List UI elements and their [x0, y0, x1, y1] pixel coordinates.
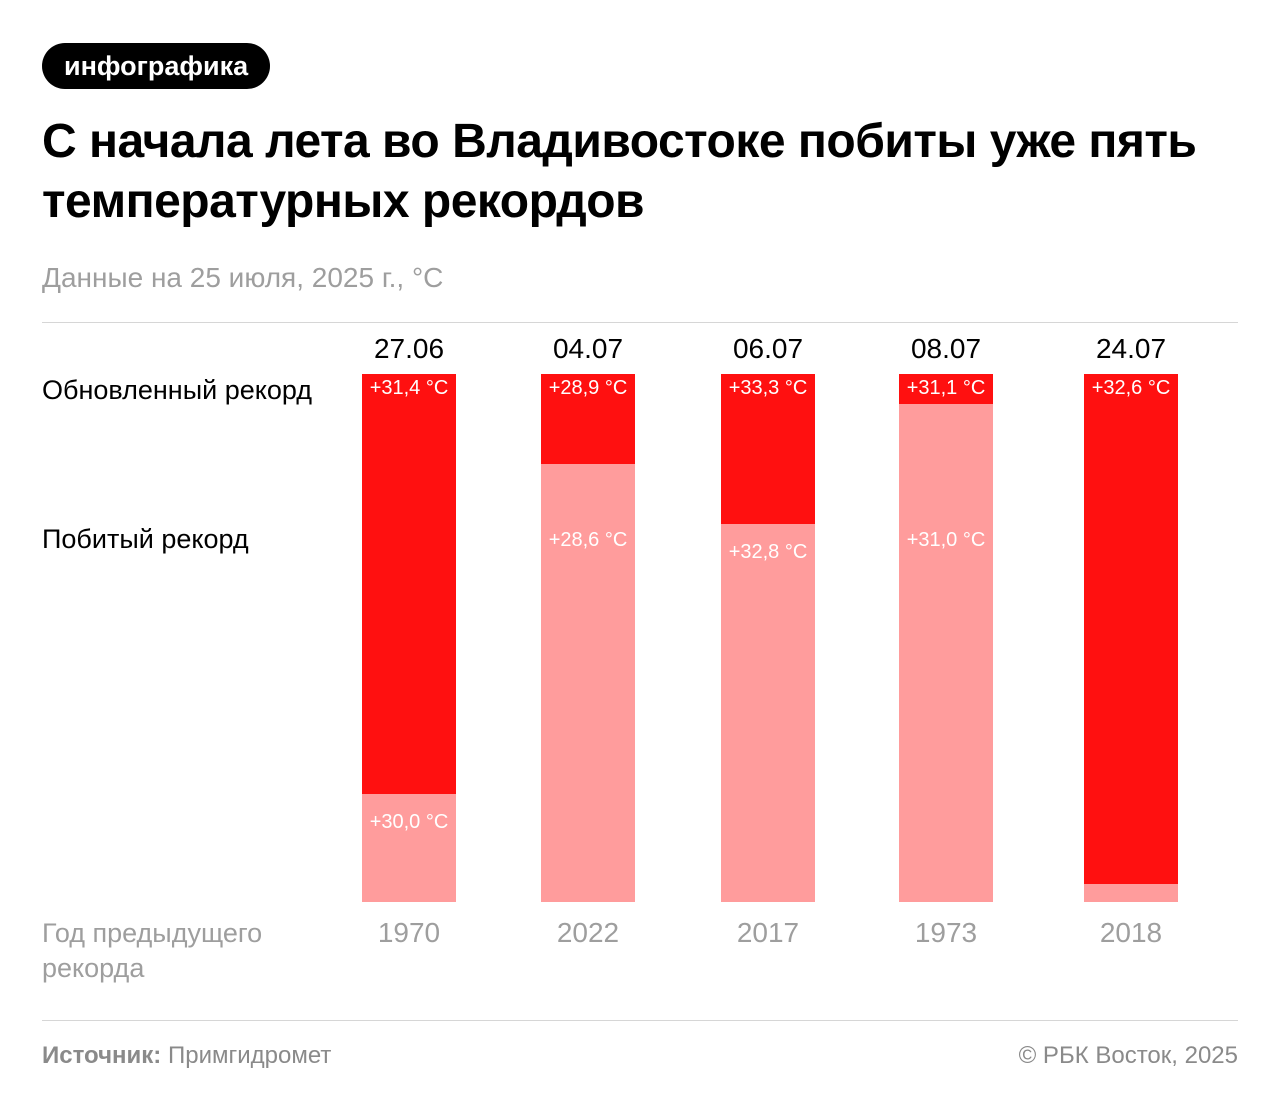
page-title: С начала лета во Владивостоке побиты уже…: [42, 115, 1197, 228]
bar-new-record: [721, 374, 815, 524]
new-record-value-label: +31,4 °C: [369, 377, 449, 399]
new-record-value-label: +32,6 °C: [1091, 377, 1171, 399]
old-record-value-label: +32,8 °C: [728, 541, 808, 563]
old-record-value-label: +30,0 °C: [369, 811, 449, 833]
new-record-value-label: +33,3 °C: [728, 377, 808, 399]
legend-updated-record: Обновленный рекорд: [42, 375, 313, 405]
source-label: Источник:: [42, 1042, 162, 1069]
bar-old-record: [721, 524, 815, 902]
bar-date-label: 06.07: [732, 333, 804, 364]
previous-record-year: 2018: [1099, 917, 1163, 948]
previous-record-year: 2022: [556, 917, 620, 948]
legend-previous-year: Год предыдущего рекорда: [42, 918, 263, 983]
source-note: Источник: Примгидромет: [42, 1040, 331, 1072]
old-record-value-label: +31,0 °C: [906, 529, 986, 551]
new-record-value-label: +28,9 °C: [548, 377, 628, 399]
bar-new-record: [362, 374, 456, 794]
bar-old-record: [362, 794, 456, 902]
bar-old-record: [1084, 884, 1178, 902]
bottom-divider: [42, 1020, 1238, 1021]
bar-date-label: 27.06: [373, 333, 445, 364]
bar-date-label: 04.07: [552, 333, 624, 364]
old-record-value-label: +28,6 °C: [548, 529, 628, 551]
bar-new-record: [541, 374, 635, 464]
new-record-value-label: +31,1 °C: [906, 377, 986, 399]
infographic-badge: инфографика: [42, 43, 271, 89]
top-divider: [42, 322, 1238, 323]
legend-broken-record: Побитый рекорд: [42, 524, 249, 554]
bar-date-label: 24.07: [1095, 333, 1167, 364]
bar-old-record: [899, 404, 993, 902]
bar-new-record: [899, 374, 993, 404]
bar-date-label: 08.07: [910, 333, 982, 364]
previous-record-year: 2017: [736, 917, 800, 948]
old-record-value-label: +30.9 °C: [1091, 901, 1171, 923]
subtitle: Данные на 25 июля, 2025 г., °C: [42, 262, 444, 293]
previous-record-year: 1973: [914, 917, 978, 948]
copyright: © РБК Восток, 2025: [1018, 1042, 1238, 1069]
bar-new-record: [1084, 374, 1178, 884]
source-name: Примгидромет: [167, 1042, 332, 1069]
bar-old-record: [541, 464, 635, 902]
previous-record-year: 1970: [377, 917, 441, 948]
